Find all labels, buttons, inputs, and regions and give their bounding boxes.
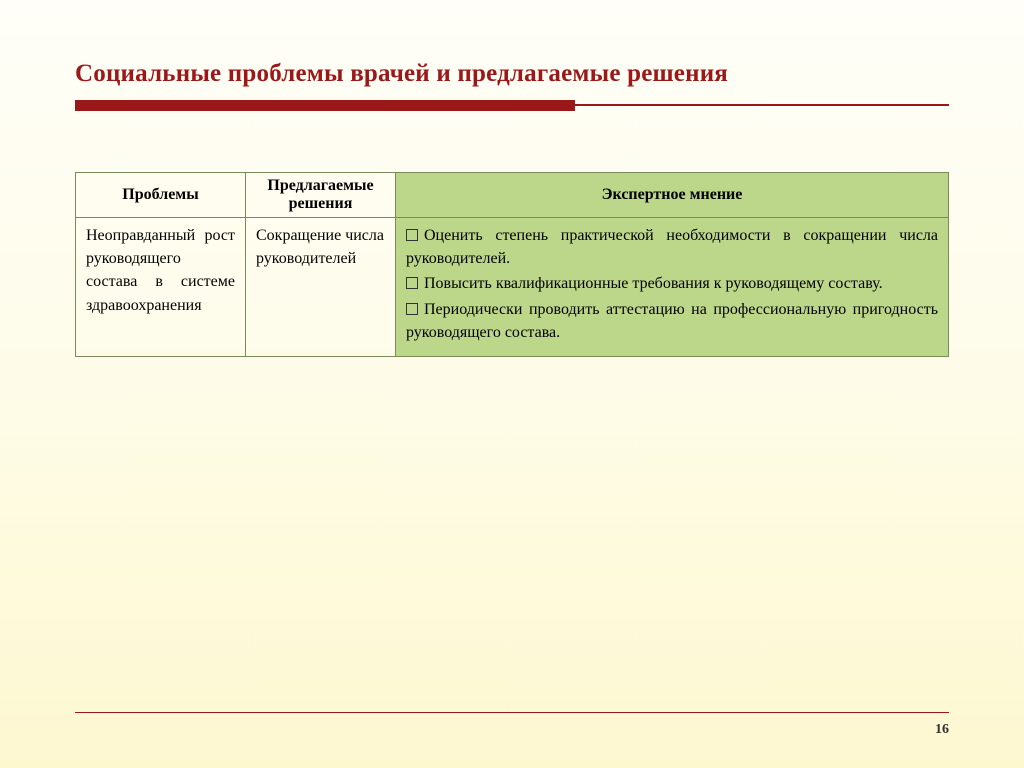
page-number: 16 [935,722,949,738]
table-header-row: Проблемы Предлагаемые решения Экспертное… [76,173,949,218]
slide-title: Социальные проблемы врачей и предлагаемы… [75,60,949,88]
footer-divider [75,712,949,714]
main-table: Проблемы Предлагаемые решения Экспертное… [75,172,949,357]
bullet-text: Периодически проводить аттестацию на про… [406,301,938,341]
header-solutions: Предлагаемые решения [246,173,396,218]
header-expert: Экспертное мнение [396,173,949,218]
bullet-text: Оценить степень практической необходимос… [406,227,938,267]
expert-bullet: Повысить квалификационные требования к р… [406,272,938,295]
cell-expert: Оценить степень практической необходимос… [396,218,949,357]
cell-solution: Сокращение числа руководителей [246,218,396,357]
expert-bullet: Периодически проводить аттестацию на про… [406,298,938,344]
underline-thick [75,100,575,111]
cell-problem: Неоправданный рост руководящего состава … [76,218,246,357]
bullet-text: Повысить квалификационные требования к р… [424,275,883,292]
header-problems: Проблемы [76,173,246,218]
slide-container: Социальные проблемы врачей и предлагаемы… [0,0,1024,768]
table-row: Неоправданный рост руководящего состава … [76,218,949,357]
square-bullet-icon [406,277,418,289]
square-bullet-icon [406,229,418,241]
title-underline [75,100,949,112]
expert-bullet: Оценить степень практической необходимос… [406,224,938,270]
square-bullet-icon [406,303,418,315]
